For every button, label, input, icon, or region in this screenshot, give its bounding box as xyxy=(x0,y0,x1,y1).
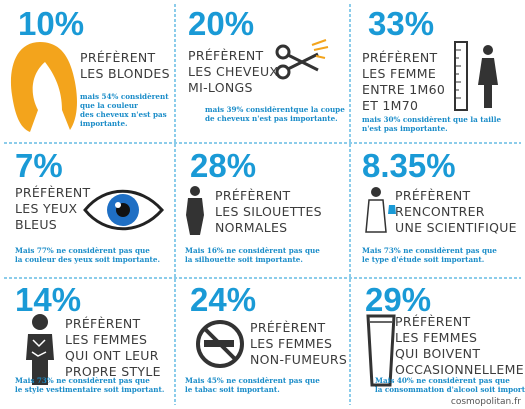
note: mais 54% considèrent que la couleur des ch… xyxy=(80,92,169,128)
scissors-icon xyxy=(275,39,329,80)
heading: PRÉFÈRENT LES BLONDES xyxy=(80,50,170,82)
text-line: LES YEUX xyxy=(15,201,78,216)
text-line: PRÉFÈRENT xyxy=(188,48,264,63)
text-line: des cheveux n'est pas xyxy=(80,110,167,119)
text-line: Mais 40% ne considèrent pas que xyxy=(375,376,510,385)
heading: PRÉFÈRENT RENCONTRER UNE SCIENTIFIQUE xyxy=(395,188,517,236)
text-line: NON-FUMEURS xyxy=(250,352,348,367)
text-line: importante. xyxy=(80,119,128,128)
hair-icon xyxy=(10,42,77,132)
heading: PRÉFÈRENT LES FEMME ENTRE 1M60 ET 1M70 xyxy=(362,50,445,114)
text-line: LES BLONDES xyxy=(80,66,170,81)
percent: 20% xyxy=(188,5,255,42)
heading: PRÉFÈRENT LES FEMMES QUI ONT LEUR PROPRE ST… xyxy=(65,316,161,380)
text-line: BLEUS xyxy=(15,217,58,232)
eye-icon xyxy=(83,189,164,231)
percent: 10% xyxy=(18,5,85,42)
text-line: PRÉFÈRENT xyxy=(15,185,91,200)
text-line: PRÉFÈRENT xyxy=(215,188,291,203)
text-line: PROPRE STYLE xyxy=(65,364,161,379)
text-line: de cheveux n'est pas importante. xyxy=(205,114,338,123)
note: Mais 45% ne considèrent pas que le tabac … xyxy=(185,376,320,394)
text-line: LES FEMMES xyxy=(395,330,478,345)
text-line: PRÉFÈRENT xyxy=(80,50,156,65)
percent: 7% xyxy=(15,147,63,184)
note: Mais 40% ne considèrent pas que la consom… xyxy=(375,376,525,394)
text-line: LES FEMMES xyxy=(65,332,148,347)
percent: 29% xyxy=(365,281,432,318)
height-icon xyxy=(454,41,498,111)
text-line: ENTRE 1M60 xyxy=(362,82,446,97)
text-line: mais 39% considèrentque la coupe xyxy=(205,105,345,114)
text-line: Mais 45% ne considèrent pas que xyxy=(185,376,320,385)
note: Mais 77% ne considèrent pas que la couleu… xyxy=(15,246,160,264)
text-line: la couleur des yeux soit importante. xyxy=(15,255,160,264)
text-line: QUI ONT LEUR xyxy=(65,348,159,363)
text-line: LES FEMME xyxy=(362,66,437,81)
text-line: n'est pas importante. xyxy=(362,124,448,133)
heading: PRÉFÈRENT LES FEMMES NON-FUMEURS xyxy=(250,320,347,368)
text-line: la consommation d'alcool soit importante… xyxy=(375,385,525,394)
note: mais 39% considèrentque la coupe de cheve… xyxy=(205,105,345,123)
beer-icon xyxy=(366,314,396,387)
text-line: mais 54% considèrent xyxy=(80,92,169,101)
heading: PRÉFÈRENT LES FEMMES QUI BOIVENT OCCASIONNE… xyxy=(395,314,525,378)
text-line: PRÉFÈRENT xyxy=(65,316,141,331)
note: mais 30% considèrent que la taille n'est … xyxy=(362,115,501,133)
heading: PRÉFÈRENT LES YEUX BLEUS xyxy=(15,185,90,233)
no-smoking-icon xyxy=(196,320,244,368)
text-line: le tabac soit important. xyxy=(185,385,280,394)
silhouette-icon xyxy=(186,186,204,235)
text-line: ET 1M70 xyxy=(362,98,419,113)
text-line: PRÉFÈRENT xyxy=(395,314,471,329)
text-line: UNE SCIENTIFIQUE xyxy=(395,220,517,235)
text-line: PRÉFÈRENT xyxy=(362,50,438,65)
style-icon xyxy=(26,314,54,385)
heading: PRÉFÈRENT LES SILOUETTES NORMALES xyxy=(215,188,322,236)
text-line: LES SILOUETTES xyxy=(215,204,322,219)
text-line: LES CHEVEUX xyxy=(188,64,279,79)
text-line: mais 30% considèrent que la taille xyxy=(362,115,502,124)
text-line: QUI BOIVENT xyxy=(395,346,481,361)
text-line: RENCONTRER xyxy=(395,204,485,219)
text-line: Mais 16% ne considèrent pas que xyxy=(185,246,320,255)
text-line: Mais 77% ne considèrent pas que xyxy=(15,246,150,255)
text-line: le style vestimentaire soit important. xyxy=(15,385,165,394)
text-line: la silhouette soit importante. xyxy=(185,255,303,264)
text-line: OCCASIONNELLEMENT xyxy=(395,362,525,377)
text-line: LES FEMMES xyxy=(250,336,333,351)
text-line: PRÉFÈRENT xyxy=(395,188,471,203)
percent: 33% xyxy=(368,5,435,42)
watermark: cosmopolitan.fr xyxy=(450,397,521,407)
percent: 24% xyxy=(190,281,257,318)
percent: 28% xyxy=(190,147,257,184)
percent: 8.35% xyxy=(362,147,456,184)
dividers xyxy=(4,4,521,405)
text-line: Mais 73% ne considèrent pas que xyxy=(15,376,150,385)
text-line: le type d'étude soit important. xyxy=(362,255,485,264)
text-line: Mais 73% ne considèrent pas que xyxy=(362,246,497,255)
text-line: PRÉFÈRENT xyxy=(250,320,326,335)
note: Mais 73% ne considèrent pas que le style … xyxy=(15,376,164,394)
text-line: que la couleur xyxy=(80,101,138,110)
percent: 14% xyxy=(15,281,82,318)
heading: PRÉFÈRENT LES CHEVEUX MI-LONGS xyxy=(188,48,278,96)
scientist-icon xyxy=(365,187,396,233)
note: Mais 73% ne considèrent pas que le type d… xyxy=(362,246,497,264)
note: Mais 16% ne considèrent pas que la silhou… xyxy=(185,246,320,264)
text-line: NORMALES xyxy=(215,220,288,235)
text-line: MI-LONGS xyxy=(188,80,253,95)
